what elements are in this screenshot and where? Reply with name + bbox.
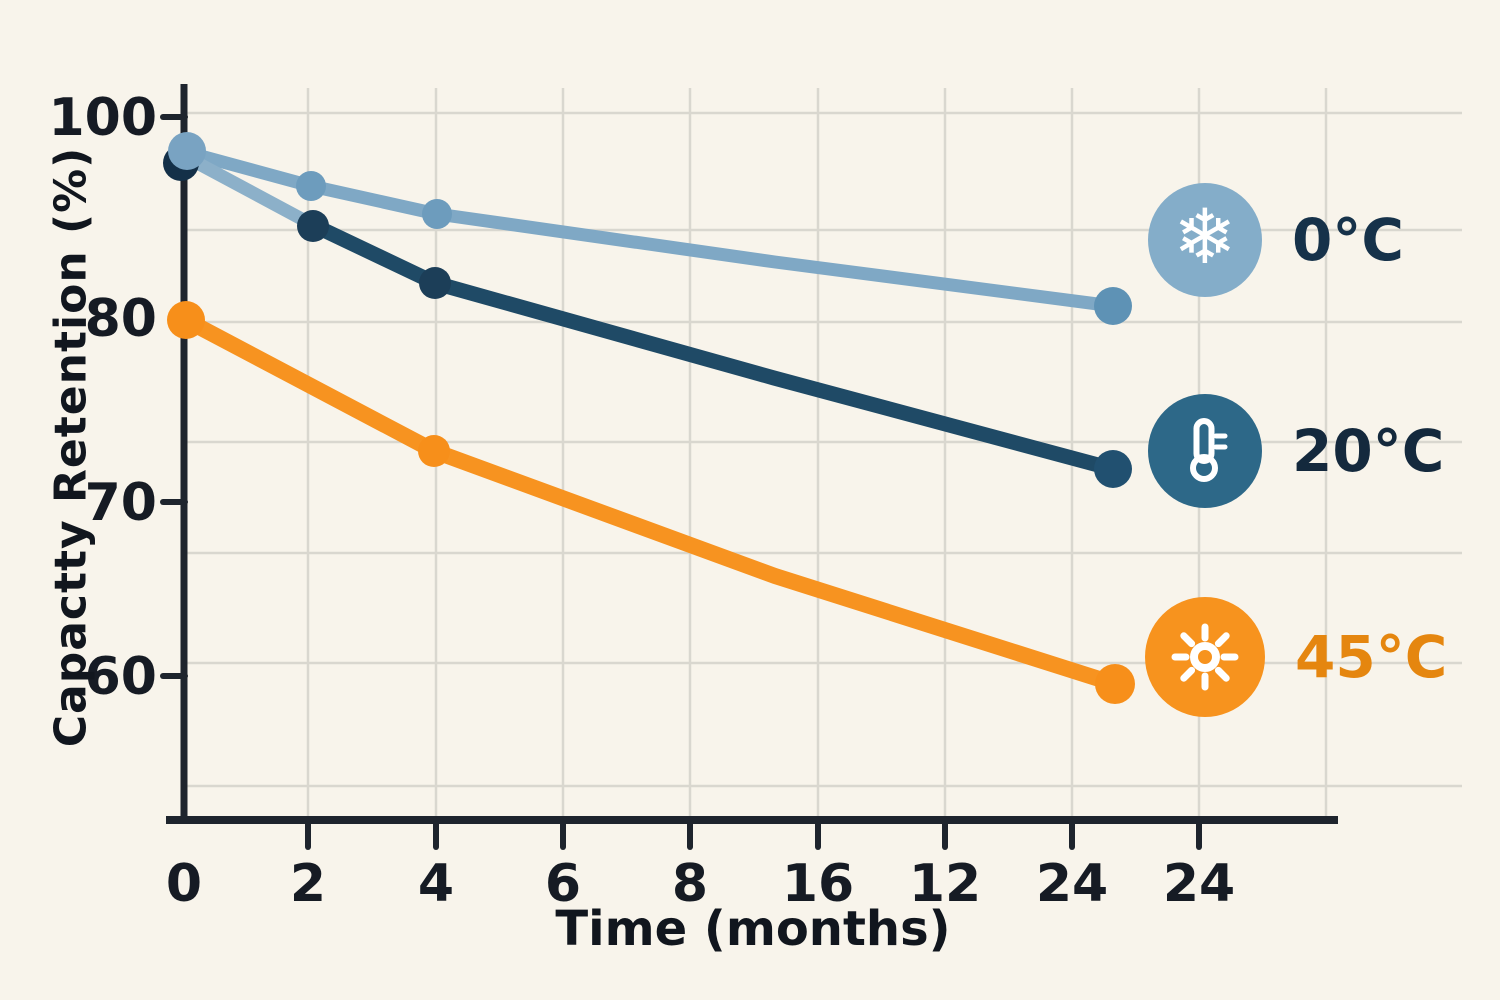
x-tick-label: 8 xyxy=(672,854,708,914)
point-45c-month24 xyxy=(1095,664,1135,704)
series-45c-line xyxy=(178,312,1123,692)
thermometer-icon xyxy=(1148,394,1262,508)
x-tick-label: 16 xyxy=(782,854,854,914)
point-45c-month0 xyxy=(167,301,205,339)
sun-icon xyxy=(1145,597,1265,717)
x-tick-label: 4 xyxy=(418,854,454,914)
x-tick-label: 24 xyxy=(1036,854,1108,914)
point-0c-month0 xyxy=(168,132,206,170)
point-0c-month2 xyxy=(296,171,326,201)
snowflake-glyph: ❄ xyxy=(1173,192,1237,281)
legend-label-20c: 20°C xyxy=(1292,417,1445,485)
point-20c-month4 xyxy=(419,267,451,299)
legend-item-0c: ❄ 0°C xyxy=(1148,183,1404,297)
point-0c-month4 xyxy=(422,199,452,229)
x-tick-label: 0 xyxy=(166,854,202,914)
x-tick-label: 6 xyxy=(545,854,581,914)
thermometer-glyph xyxy=(1190,418,1228,482)
snowflake-icon: ❄ xyxy=(1148,183,1262,297)
x-axis-title: Time (months) xyxy=(555,901,951,957)
legend-label-45c: 45°C xyxy=(1295,623,1448,691)
y-axis-title: Capactty Retention (%) xyxy=(45,146,97,748)
y-tick-label: 70 xyxy=(85,473,157,533)
series-20c-line xyxy=(305,217,1121,477)
point-20c-month24 xyxy=(1094,450,1132,488)
point-0c-month24 xyxy=(1094,287,1132,325)
x-tick-label: 24 xyxy=(1163,854,1235,914)
y-tick-label: 80 xyxy=(85,289,157,349)
legend-item-45c: 45°C xyxy=(1145,597,1447,717)
point-45c-month4 xyxy=(418,435,450,467)
legend-label-0c: 0°C xyxy=(1292,206,1404,274)
series-20c-intro-line xyxy=(181,151,320,232)
x-tick-label: 12 xyxy=(909,854,981,914)
y-tick-label: 100 xyxy=(48,88,157,148)
point-20c-month2 xyxy=(297,210,329,242)
y-tick-label: 60 xyxy=(85,647,157,707)
legend-item-20c: 20°C xyxy=(1148,394,1444,508)
sun-glyph xyxy=(1171,623,1239,691)
x-tick-label: 2 xyxy=(290,854,326,914)
